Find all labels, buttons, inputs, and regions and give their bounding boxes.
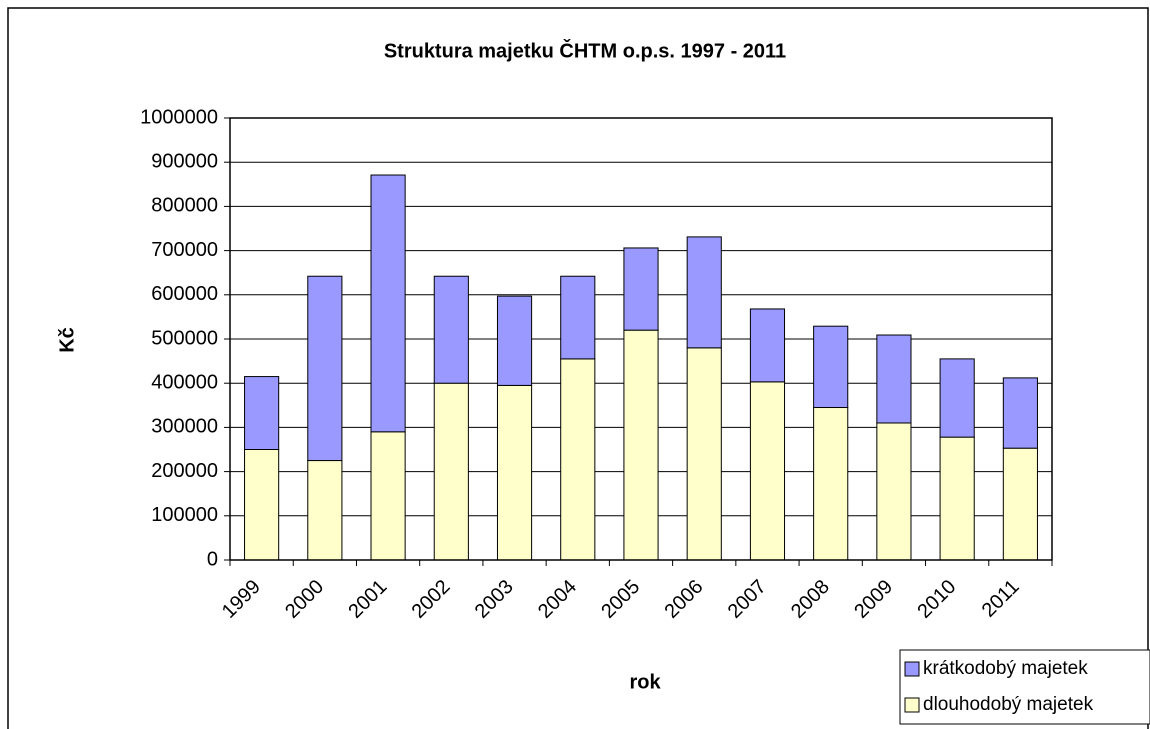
bar-segment bbox=[623, 247, 659, 331]
y-tick-label: 400000 bbox=[151, 371, 218, 393]
bar-segment bbox=[496, 295, 533, 386]
y-tick-label: 1000000 bbox=[140, 106, 218, 128]
chart-title: Struktura majetku ČHTM o.p.s. 1997 - 201… bbox=[384, 38, 786, 62]
bar-segment bbox=[307, 460, 343, 561]
bar-segment bbox=[813, 325, 849, 409]
bar-segment bbox=[876, 422, 912, 561]
y-tick-label: 300000 bbox=[151, 416, 218, 438]
bar-segment bbox=[433, 382, 469, 561]
bar-segment bbox=[560, 358, 596, 561]
bar-segment bbox=[433, 275, 469, 384]
y-tick-label: 200000 bbox=[151, 460, 218, 482]
bar-segment bbox=[244, 376, 280, 451]
bar-segment bbox=[813, 407, 849, 561]
legend-label: krátkodobý majetek bbox=[923, 658, 1088, 679]
y-tick-label: 900000 bbox=[151, 150, 218, 172]
legend-box bbox=[899, 649, 1150, 725]
bar-segment bbox=[1002, 377, 1038, 449]
bar-segment bbox=[496, 384, 533, 561]
bar-segment bbox=[1002, 447, 1038, 561]
x-axis-label: rok bbox=[629, 671, 661, 693]
bar-segment bbox=[939, 358, 975, 438]
legend-swatch bbox=[904, 661, 920, 677]
bar-segment bbox=[939, 436, 975, 561]
y-axis-label: Kč bbox=[56, 327, 78, 353]
bar-segment bbox=[749, 308, 786, 383]
y-tick-label: 100000 bbox=[151, 504, 218, 526]
y-tick-label: 800000 bbox=[151, 195, 218, 217]
legend-swatch bbox=[904, 697, 920, 713]
bar-segment bbox=[370, 174, 406, 433]
legend-label: dlouhodobý majetek bbox=[923, 694, 1094, 715]
bar-segment bbox=[307, 275, 343, 462]
bar-segment bbox=[876, 334, 912, 424]
y-tick-label: 0 bbox=[207, 548, 218, 570]
bar-segment bbox=[244, 449, 280, 561]
bar-segment bbox=[749, 381, 786, 561]
y-tick-label: 600000 bbox=[151, 283, 218, 305]
y-tick-label: 500000 bbox=[151, 327, 218, 349]
plot-border bbox=[229, 117, 1053, 561]
bar-segment bbox=[686, 236, 722, 349]
bar-segment bbox=[623, 329, 659, 561]
y-tick-label: 700000 bbox=[151, 239, 218, 261]
bar-segment bbox=[560, 275, 596, 360]
bar-segment bbox=[686, 347, 722, 561]
bar-segment bbox=[370, 431, 406, 561]
